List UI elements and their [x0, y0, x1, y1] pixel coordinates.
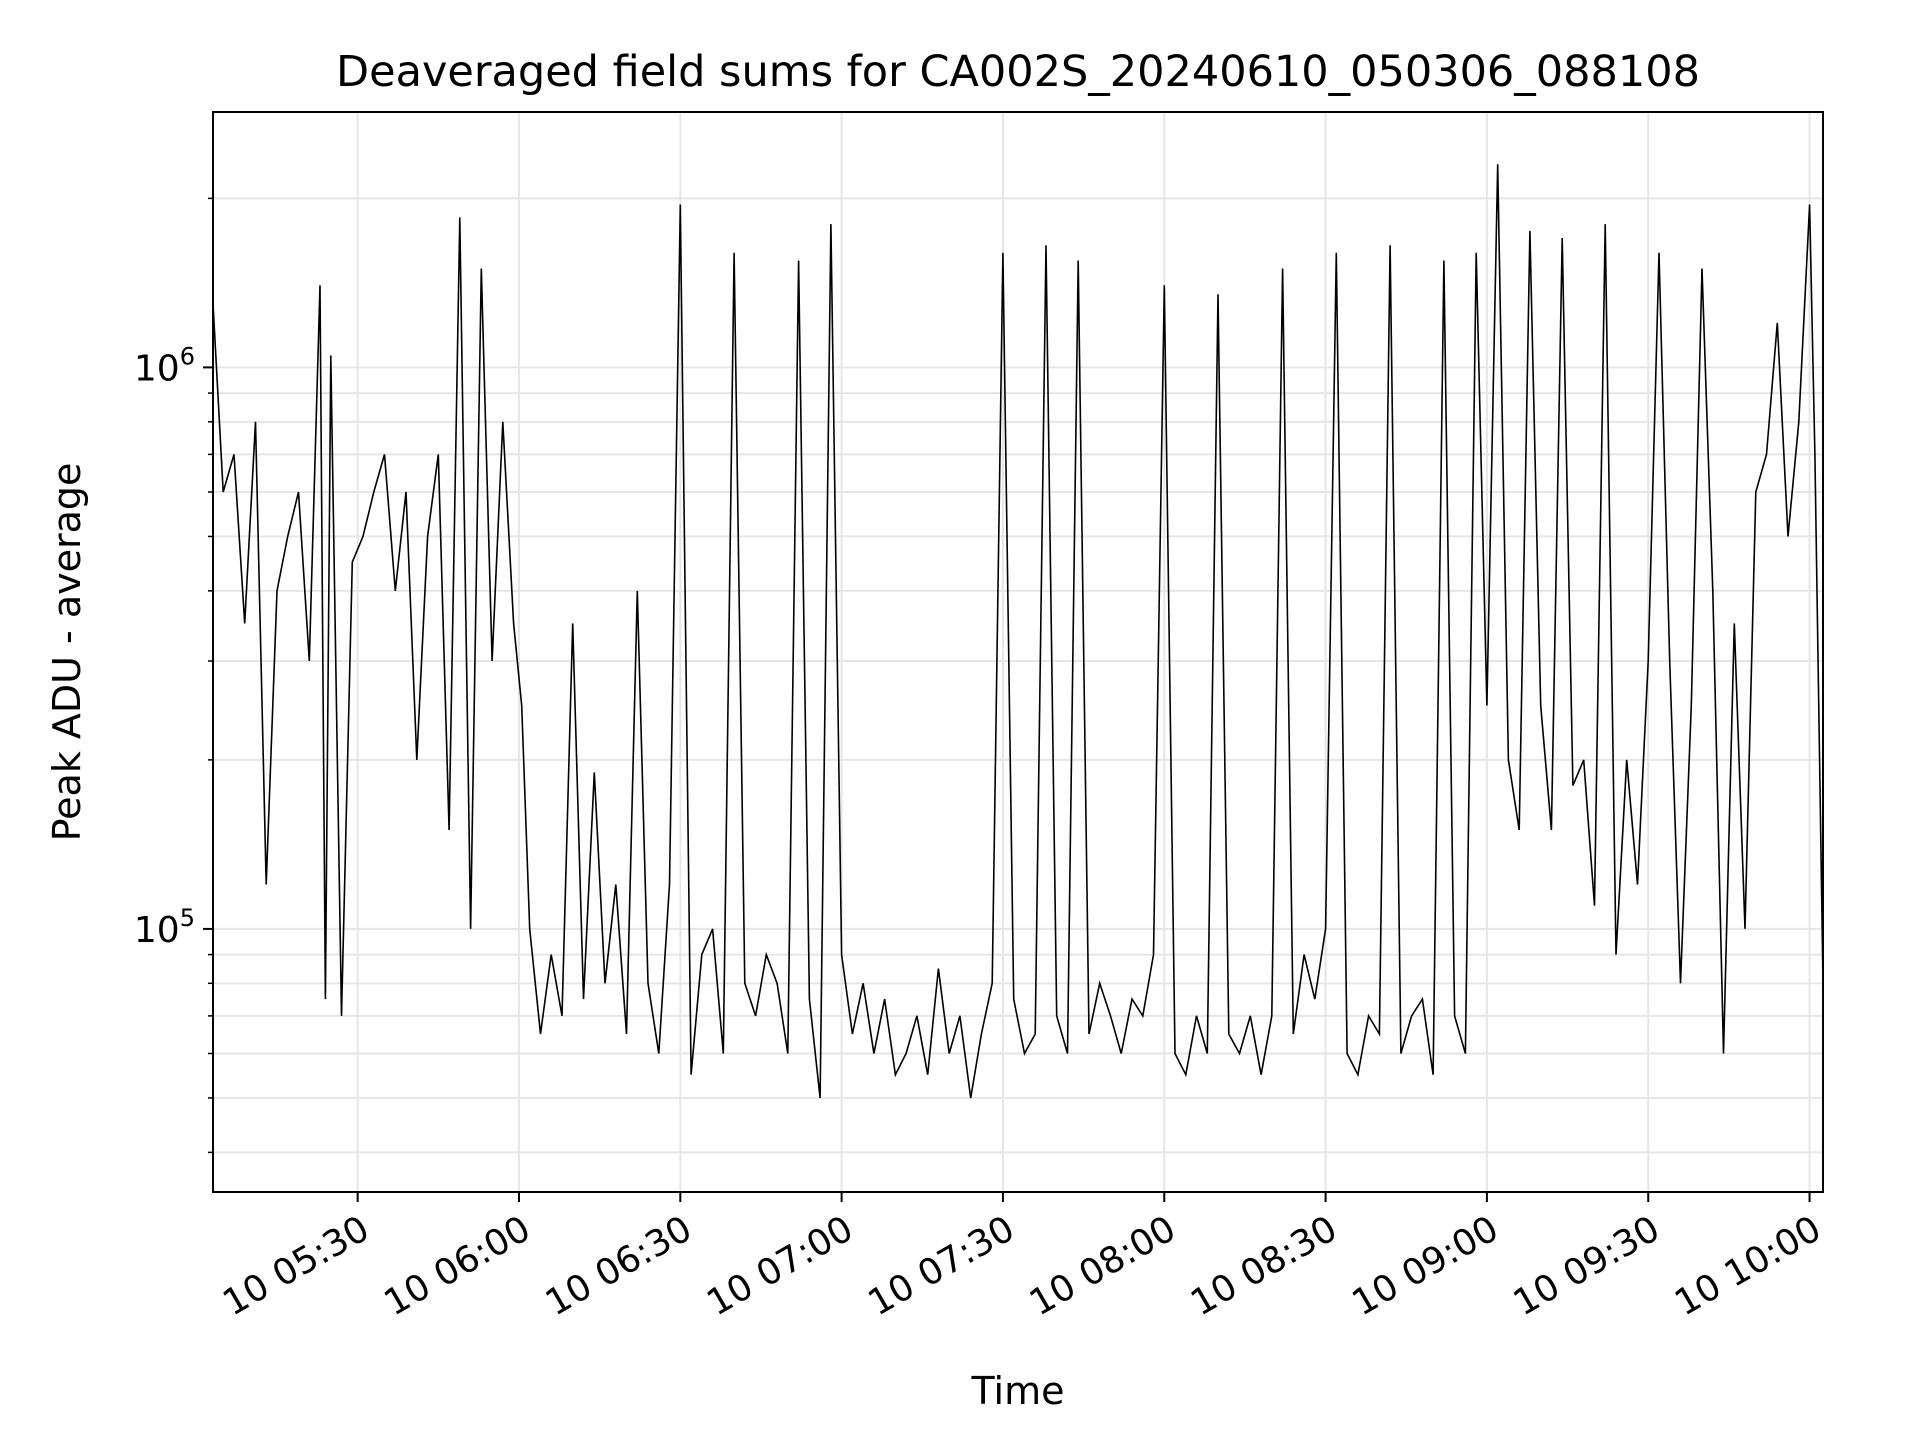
y-tick-label: 106	[134, 342, 195, 389]
chart-title: Deaveraged field sums for CA002S_2024061…	[336, 47, 1700, 97]
y-tick-exponent: 5	[180, 904, 195, 932]
y-tick-exponent: 6	[180, 342, 195, 370]
data-series	[212, 164, 1824, 1099]
grid-lines	[213, 112, 1823, 1192]
plot-area-frame	[212, 111, 1824, 1193]
y-tick-base: 10	[134, 348, 180, 389]
series-line	[212, 164, 1824, 1099]
y-tick-label: 105	[134, 904, 195, 951]
y-axis-label: Peak ADU - average	[45, 463, 89, 842]
x-axis-label: Time	[971, 1369, 1065, 1413]
y-tick-base: 10	[134, 910, 180, 951]
